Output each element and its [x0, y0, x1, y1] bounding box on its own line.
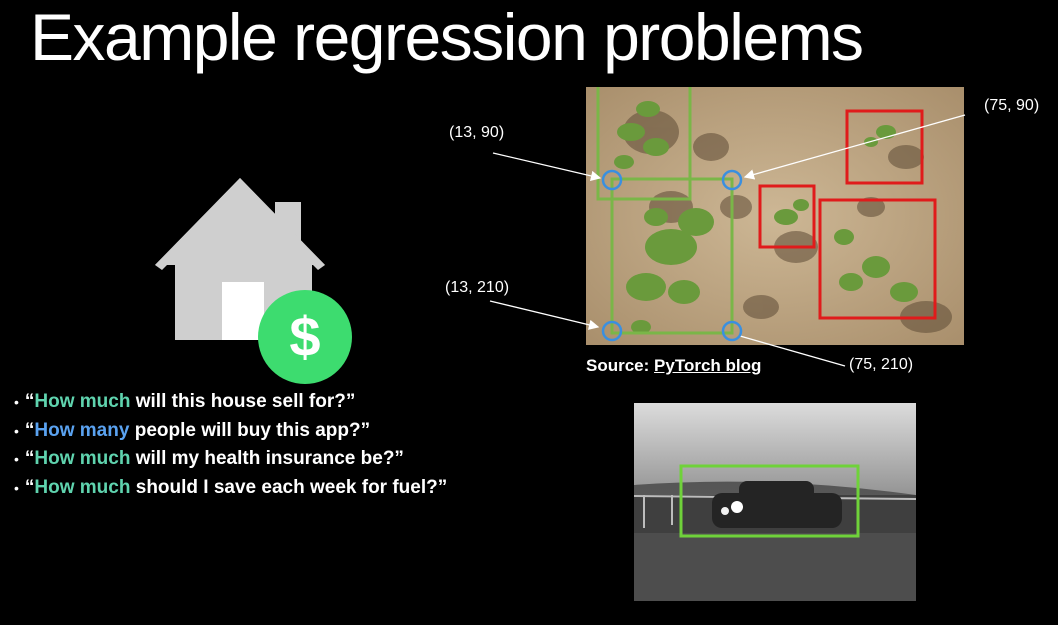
coord-label-top-right: (75, 90) [984, 97, 1040, 114]
question-list: • “How much will this house sell for?” • “… [14, 388, 447, 502]
list-item: • “How much should I save each week for f… [14, 474, 447, 503]
coord-label-top-left: (13, 90) [449, 124, 505, 141]
list-item: • “How much will this house sell for?” [14, 388, 447, 417]
dollar-symbol: $ [289, 305, 320, 368]
open-quote: “ [24, 419, 35, 441]
car-bounding-box [679, 464, 860, 538]
bullet-marker: • [14, 479, 19, 496]
question-highlight: How much [34, 476, 131, 498]
coord-label-bottom-left: (13, 210) [445, 279, 510, 296]
bullet-marker: • [14, 422, 19, 439]
car-bounding-box-image [634, 403, 916, 601]
slide-title: Example regression problems [30, 0, 864, 74]
source-link[interactable]: PyTorch blog [654, 356, 762, 375]
crop-photo [586, 87, 964, 345]
question-highlight: How many [34, 419, 130, 441]
open-quote: “ [24, 391, 35, 412]
list-item: • “How many people will buy this app?” [14, 417, 447, 446]
bullet-marker: • [14, 451, 19, 467]
arrow-top-left [492, 152, 602, 181]
open-quote: “ [24, 476, 35, 498]
bullet-marker: • [14, 394, 19, 410]
source-prefix: Source: [586, 356, 655, 375]
open-quote: “ [24, 448, 35, 469]
question-highlight: How much [34, 448, 131, 469]
car-photo [634, 403, 916, 601]
question-rest: people will buy this app?” [129, 419, 371, 441]
question-rest: will this house sell for?” [130, 391, 356, 412]
question-highlight: How much [34, 391, 131, 412]
crop-bounding-box-image [586, 87, 964, 345]
image-source: Source: PyTorch blog [586, 356, 761, 376]
question-rest: should I save each week for fuel?” [130, 476, 448, 498]
list-item: • “How much will my health insurance be?” [14, 445, 447, 474]
coord-label-bottom-right: (75, 210) [849, 356, 914, 373]
arrow-bottom-left [489, 300, 600, 330]
question-rest: will my health insurance be?” [130, 448, 404, 469]
green-bounding-boxes [596, 87, 734, 335]
house-with-dollar-icon: $ [155, 178, 352, 384]
dollar-icon: $ [258, 290, 352, 384]
